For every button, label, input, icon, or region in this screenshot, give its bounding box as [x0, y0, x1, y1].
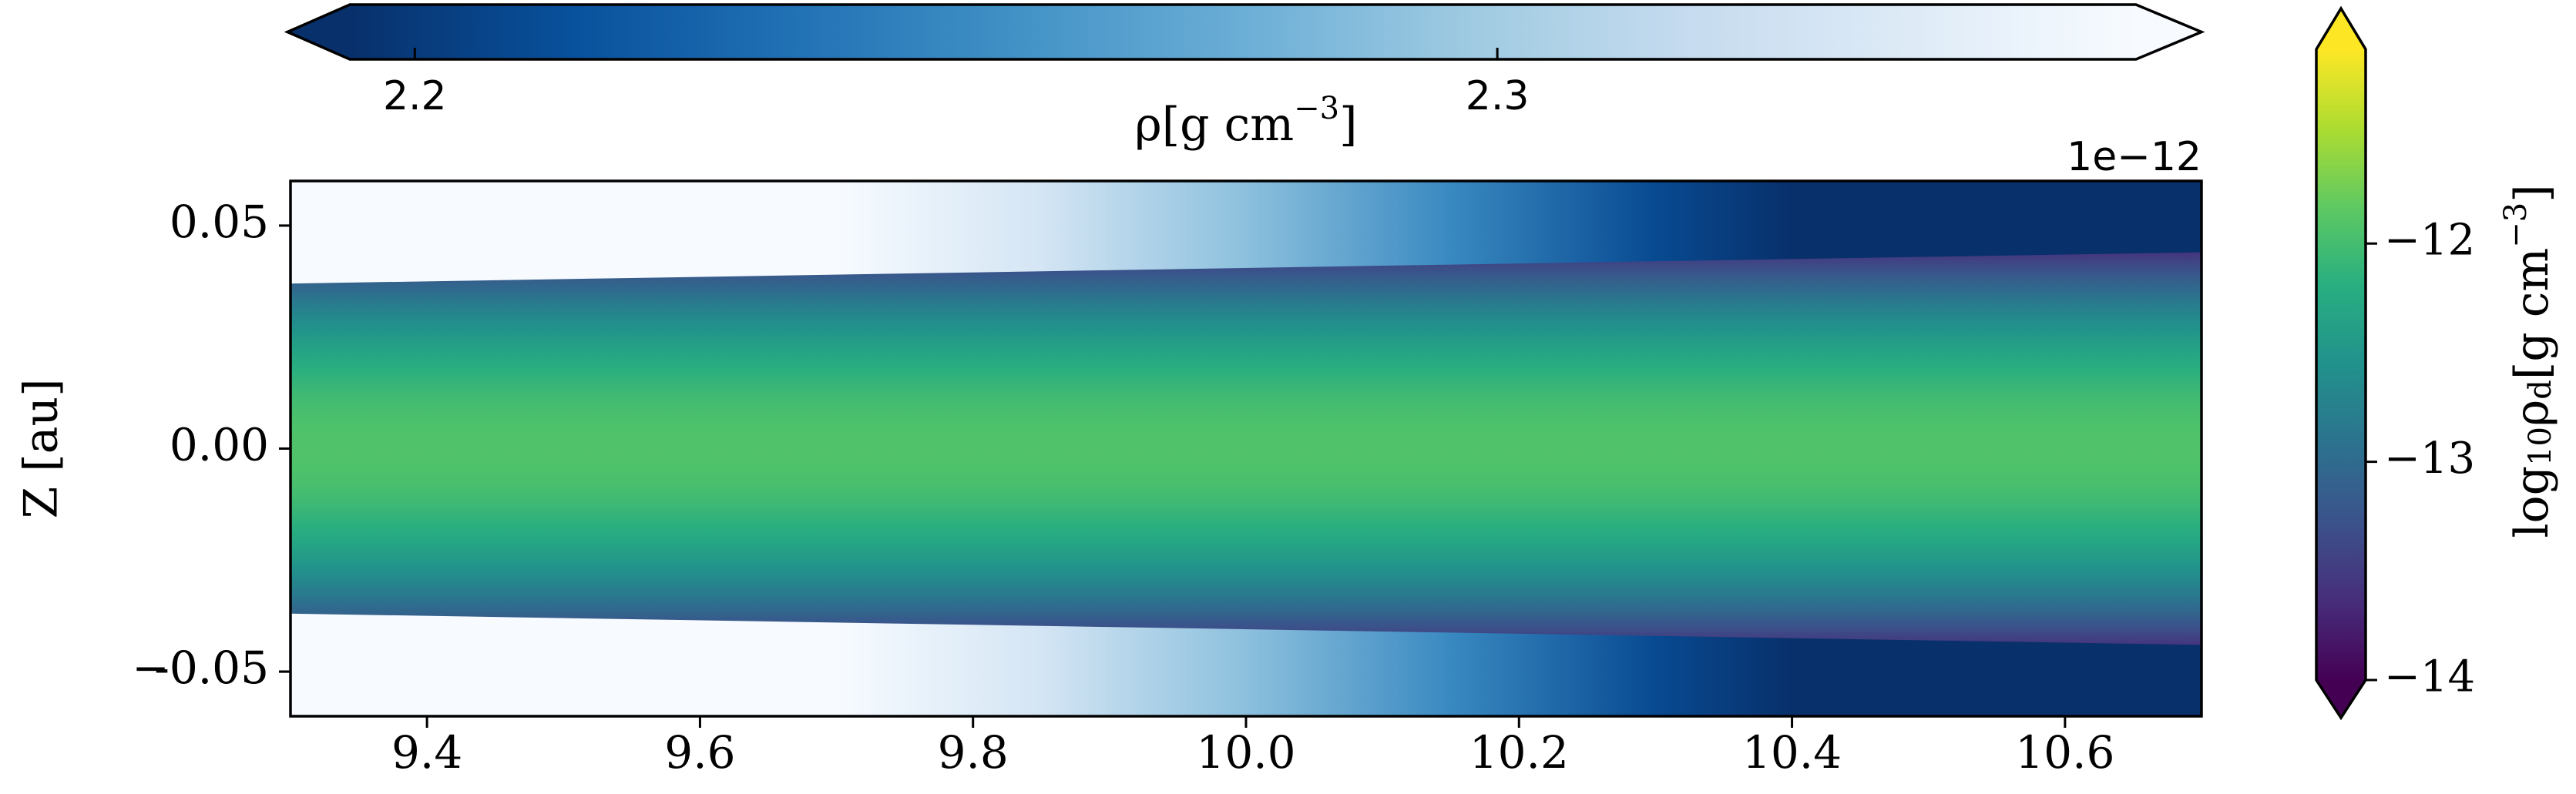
dust-colorbar-tick-label: −14 — [2384, 652, 2475, 702]
x-tick-label: 10.4 — [1742, 726, 1842, 779]
x-tick-label: 9.6 — [664, 726, 735, 779]
dust-colorbar-label: log10ρd[g cm−3] — [2498, 184, 2559, 538]
dust-colorbar — [2316, 49, 2366, 680]
gas-colorbar — [350, 5, 2136, 59]
gas-colorbar-multiplier: 1e−12 — [2067, 134, 2202, 180]
y-axis-label: Z [au] — [15, 379, 69, 519]
dust-colorbar-over — [2316, 8, 2366, 49]
x-tick-label: 10.6 — [2015, 726, 2114, 779]
y-tick-label: −0.05 — [132, 642, 269, 694]
dust-colorbar-under — [2316, 680, 2366, 718]
gas-colorbar-tick-label: 2.3 — [1466, 73, 1530, 119]
y-tick-label: 0.05 — [170, 196, 269, 248]
gas-colorbar-over — [2136, 5, 2202, 59]
dust-layer — [291, 252, 2202, 645]
gas-colorbar-outline — [284, 3, 2205, 61]
gas-colorbar-tick-label: 2.2 — [383, 73, 447, 119]
gas-colorbar-label: ρ[g cm−3] — [1134, 91, 1357, 152]
dust-colorbar-outline — [2315, 5, 2367, 721]
x-tick-label: 9.8 — [938, 726, 1009, 779]
dust-colorbar-tick-label: −13 — [2384, 434, 2475, 484]
y-tick-label: 0.00 — [170, 419, 269, 471]
x-tick-label: 9.4 — [391, 726, 462, 779]
gas-colorbar-under — [287, 5, 350, 59]
dust-colorbar-tick-label: −12 — [2384, 216, 2475, 266]
y-tick-label: -0.05 — [154, 642, 269, 694]
x-tick-label: 10.0 — [1196, 726, 1295, 779]
x-tick-label: 10.2 — [1469, 726, 1569, 779]
